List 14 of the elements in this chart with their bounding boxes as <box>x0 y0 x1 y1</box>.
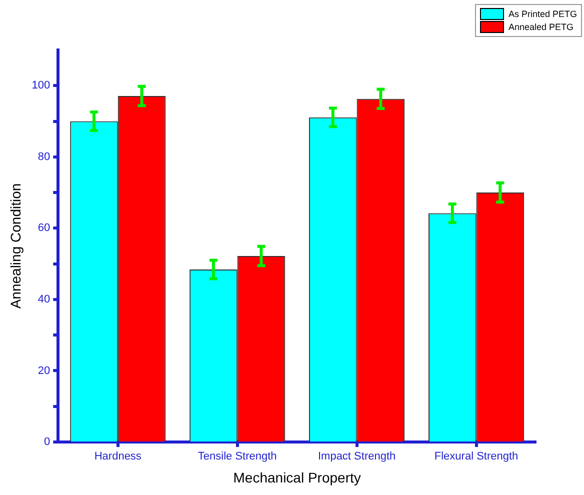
x-tick-label: Hardness <box>94 450 142 463</box>
y-tick-label: 0 <box>44 436 50 448</box>
y-tick-label: 20 <box>38 364 50 377</box>
y-tick-label: 40 <box>38 293 50 306</box>
y-tick-label: 100 <box>32 80 50 92</box>
legend-label: Annealed PETG <box>508 22 574 32</box>
legend-label: As Printed PETG <box>508 9 577 19</box>
x-axis-title: Mechanical Property <box>233 469 361 486</box>
y-tick-label: 80 <box>38 150 50 163</box>
x-tick-label: Flexural Strength <box>434 450 518 463</box>
x-tick-label: Tensile Strength <box>198 450 277 463</box>
y-tick-label: 60 <box>38 222 50 234</box>
x-tick-label: Impact Strength <box>318 450 396 463</box>
y-axis-title: Annealing Condition <box>7 183 24 309</box>
